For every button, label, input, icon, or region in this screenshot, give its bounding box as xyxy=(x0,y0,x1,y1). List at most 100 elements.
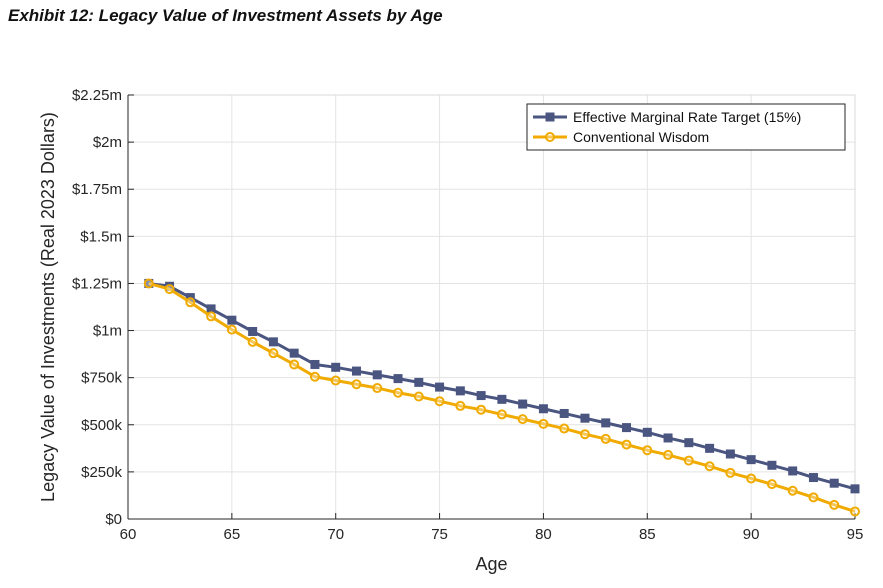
data-point xyxy=(746,455,756,465)
y-tick-label: $0 xyxy=(105,511,122,528)
data-point xyxy=(850,484,860,494)
data-point xyxy=(829,499,840,510)
data-point xyxy=(559,423,570,434)
legend-item: Conventional Wisdom xyxy=(533,129,709,145)
data-point xyxy=(600,433,611,444)
data-point xyxy=(705,443,715,453)
data-point xyxy=(767,460,777,470)
x-tick-label: 80 xyxy=(535,526,552,543)
data-point xyxy=(496,409,507,420)
x-tick-label: 70 xyxy=(327,526,344,543)
data-point xyxy=(289,359,300,370)
x-tick-label: 75 xyxy=(431,526,448,543)
grid xyxy=(127,94,856,520)
x-tick-label: 85 xyxy=(639,526,656,543)
y-tick-label: $2m xyxy=(93,134,122,151)
y-tick-label: $500k xyxy=(81,417,122,434)
data-point xyxy=(309,371,320,382)
data-point xyxy=(766,479,777,490)
data-point xyxy=(829,478,839,488)
data-point xyxy=(331,362,341,372)
y-tick-label: $250k xyxy=(81,464,122,481)
x-axis-label: Age xyxy=(475,554,507,574)
series-1 xyxy=(144,278,860,494)
data-point xyxy=(226,324,237,335)
y-tick-label: $1m xyxy=(93,323,122,340)
data-point xyxy=(455,386,465,396)
data-point xyxy=(164,284,175,295)
legend: Effective Marginal Rate Target (15%) Conv… xyxy=(526,103,846,151)
data-point xyxy=(704,461,715,472)
data-point xyxy=(476,404,487,415)
y-tick-label: $1.75m xyxy=(72,181,122,198)
y-tick-label: $750k xyxy=(81,370,122,387)
axes: 60 65 70 75 80 85 90 95 $0 $250k $500k $750k $1m $1.2… xyxy=(72,87,863,543)
legend-box xyxy=(526,103,846,151)
data-point xyxy=(268,337,278,347)
data-point xyxy=(621,439,632,450)
data-point xyxy=(788,466,798,476)
legend-marker xyxy=(545,132,555,142)
data-point xyxy=(310,359,320,369)
data-point xyxy=(622,423,632,433)
data-point xyxy=(372,383,383,394)
data-point xyxy=(808,492,819,503)
data-point xyxy=(351,379,362,390)
x-tick-label: 65 xyxy=(224,526,241,543)
data-point xyxy=(517,414,528,425)
data-point xyxy=(580,413,590,423)
data-point xyxy=(601,418,611,428)
series-line xyxy=(148,281,856,513)
data-point xyxy=(435,382,445,392)
data-point xyxy=(393,374,403,384)
y-tick-label: $1.5m xyxy=(80,228,122,245)
data-point xyxy=(143,278,154,289)
data-point xyxy=(518,399,528,409)
legend-marker xyxy=(545,112,555,122)
data-point xyxy=(850,506,860,517)
data-point xyxy=(787,485,798,496)
data-point xyxy=(746,473,757,484)
series-layer xyxy=(143,278,860,517)
series-2 xyxy=(143,278,860,517)
data-point xyxy=(413,391,424,402)
legend-item: Effective Marginal Rate Target (15%) xyxy=(533,109,801,125)
y-tick-label: $2.25m xyxy=(72,87,122,104)
exhibit-title: Exhibit 12: Legacy Value of Investment A… xyxy=(8,6,443,25)
data-point xyxy=(206,311,217,322)
x-tick-label: 95 xyxy=(847,526,864,543)
data-point xyxy=(351,366,361,376)
x-tick-label: 90 xyxy=(743,526,760,543)
data-point xyxy=(497,394,507,404)
data-point xyxy=(455,400,466,411)
data-point xyxy=(268,348,279,359)
plot-frame xyxy=(127,94,856,520)
data-point xyxy=(663,433,673,443)
data-point xyxy=(289,348,299,358)
data-point xyxy=(538,418,549,429)
y-tick-label: $1.25m xyxy=(72,275,122,292)
data-point xyxy=(476,391,486,401)
data-point xyxy=(642,445,653,456)
data-point xyxy=(185,297,196,308)
data-point xyxy=(559,408,569,418)
data-point xyxy=(725,467,736,478)
data-point xyxy=(808,473,818,483)
data-point xyxy=(642,427,652,437)
data-point xyxy=(248,326,258,336)
data-point xyxy=(683,455,694,466)
data-point xyxy=(330,375,341,386)
data-point xyxy=(579,429,590,440)
x-tick-label: 60 xyxy=(120,526,137,543)
data-point xyxy=(414,377,424,387)
data-point xyxy=(725,449,735,459)
y-axis-label: Legacy Value of Investments (Real 2023 D… xyxy=(38,112,58,502)
data-point xyxy=(684,438,694,448)
data-point xyxy=(227,315,237,325)
data-point xyxy=(372,370,382,380)
data-point xyxy=(247,336,258,347)
data-point xyxy=(393,387,404,398)
data-point xyxy=(538,404,548,414)
legend-label: Effective Marginal Rate Target (15%) xyxy=(573,109,801,125)
